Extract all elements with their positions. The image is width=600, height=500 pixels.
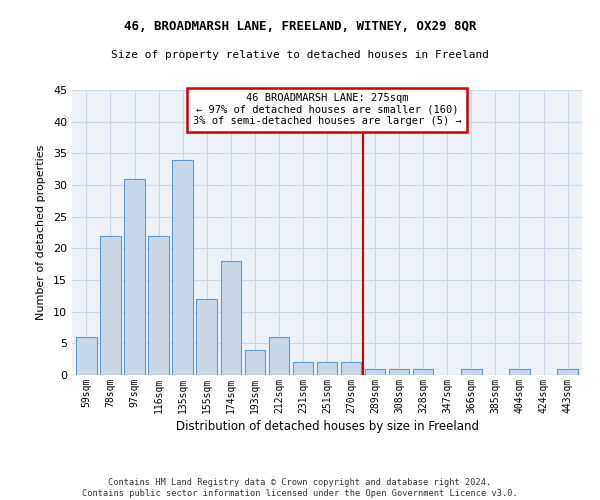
Bar <box>509 368 530 375</box>
Bar <box>76 337 97 375</box>
Bar <box>557 368 578 375</box>
Bar <box>461 368 482 375</box>
Bar <box>317 362 337 375</box>
Bar <box>100 236 121 375</box>
Bar <box>148 236 169 375</box>
Bar <box>124 178 145 375</box>
X-axis label: Distribution of detached houses by size in Freeland: Distribution of detached houses by size … <box>176 420 479 433</box>
Bar <box>172 160 193 375</box>
Text: Contains HM Land Registry data © Crown copyright and database right 2024.
Contai: Contains HM Land Registry data © Crown c… <box>82 478 518 498</box>
Bar <box>341 362 361 375</box>
Bar <box>413 368 433 375</box>
Bar <box>269 337 289 375</box>
Y-axis label: Number of detached properties: Number of detached properties <box>36 145 46 320</box>
Text: 46 BROADMARSH LANE: 275sqm
← 97% of detached houses are smaller (160)
3% of semi: 46 BROADMARSH LANE: 275sqm ← 97% of deta… <box>193 93 461 126</box>
Bar <box>365 368 385 375</box>
Text: 46, BROADMARSH LANE, FREELAND, WITNEY, OX29 8QR: 46, BROADMARSH LANE, FREELAND, WITNEY, O… <box>124 20 476 33</box>
Bar <box>245 350 265 375</box>
Bar <box>293 362 313 375</box>
Bar <box>221 261 241 375</box>
Text: Size of property relative to detached houses in Freeland: Size of property relative to detached ho… <box>111 50 489 60</box>
Bar <box>389 368 409 375</box>
Bar <box>196 299 217 375</box>
